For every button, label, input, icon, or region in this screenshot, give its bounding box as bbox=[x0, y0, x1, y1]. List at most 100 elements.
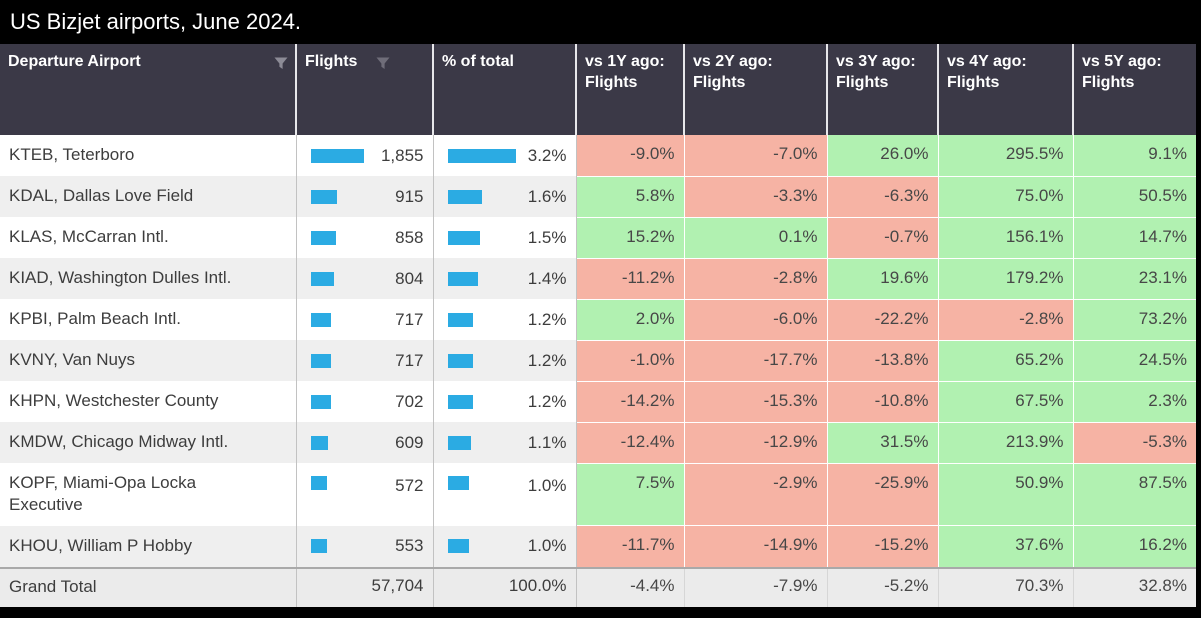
vs-1y-cell[interactable]: 2.0% bbox=[575, 299, 684, 341]
vs-value: -7.0% bbox=[773, 144, 818, 163]
column-header[interactable]: Departure Airport bbox=[0, 44, 297, 135]
flights-cell[interactable]: 915 bbox=[296, 176, 434, 217]
pct-of-total-cell[interactable]: 1.5% bbox=[433, 217, 577, 258]
column-header[interactable]: % of total bbox=[433, 44, 577, 135]
pct-of-total-cell[interactable]: 1.0% bbox=[433, 463, 577, 526]
vs-2y-cell[interactable]: 0.1% bbox=[683, 217, 827, 259]
vs-3y-cell[interactable]: -15.2% bbox=[826, 525, 938, 569]
airport-name-cell[interactable]: KHOU, William P Hobby bbox=[0, 525, 297, 568]
column-header[interactable]: vs 4Y ago: Flights bbox=[938, 44, 1074, 135]
column-header[interactable]: vs 2Y ago: Flights bbox=[684, 44, 828, 135]
column-header[interactable]: vs 5Y ago: Flights bbox=[1073, 44, 1196, 135]
vs-3y-cell[interactable]: 26.0% bbox=[826, 135, 938, 177]
vs-1y-cell[interactable]: -14.2% bbox=[575, 381, 684, 423]
vs-3y-cell[interactable]: 19.6% bbox=[826, 258, 938, 300]
pct-of-total-cell[interactable]: 1.2% bbox=[433, 299, 577, 340]
flights-cell[interactable]: 609 bbox=[296, 422, 434, 463]
table-row: KHOU, William P Hobby 553 1.0% -11.7% -14.9%… bbox=[0, 525, 1196, 569]
vs-4y-cell[interactable]: 65.2% bbox=[937, 340, 1073, 382]
airport-name-cell[interactable]: KPBI, Palm Beach Intl. bbox=[0, 299, 297, 340]
funnel-filter-icon[interactable] bbox=[274, 55, 288, 76]
vs-5y-cell[interactable]: 50.5% bbox=[1072, 176, 1196, 218]
vs-5y-cell[interactable]: 24.5% bbox=[1072, 340, 1196, 382]
vs-4y-cell[interactable]: 75.0% bbox=[937, 176, 1073, 218]
vs-4y-cell[interactable]: 50.9% bbox=[937, 463, 1073, 527]
flights-cell[interactable]: 553 bbox=[296, 525, 434, 568]
airport-name-cell[interactable]: KMDW, Chicago Midway Intl. bbox=[0, 422, 297, 463]
vs-5y-cell[interactable]: 14.7% bbox=[1072, 217, 1196, 259]
airport-name: KDAL, Dallas Love Field bbox=[9, 186, 194, 205]
flights-value: 858 bbox=[395, 227, 424, 247]
vs-2y-cell[interactable]: -2.8% bbox=[683, 258, 827, 300]
vs-4y-cell[interactable]: -2.8% bbox=[937, 299, 1073, 341]
vs-1y-cell[interactable]: -9.0% bbox=[575, 135, 684, 177]
vs-2y-cell[interactable]: -17.7% bbox=[683, 340, 827, 382]
vs-3y-cell[interactable]: -0.7% bbox=[826, 217, 938, 259]
flights-cell[interactable]: 702 bbox=[296, 381, 434, 422]
pct-of-total-cell[interactable]: 1.1% bbox=[433, 422, 577, 463]
vs-2y-cell[interactable]: -15.3% bbox=[683, 381, 827, 423]
vs-2y-cell[interactable]: -12.9% bbox=[683, 422, 827, 464]
vs-5y-cell[interactable]: 9.1% bbox=[1072, 135, 1196, 177]
pct-of-total-cell[interactable]: 1.2% bbox=[433, 381, 577, 422]
vs-1y-cell[interactable]: 5.8% bbox=[575, 176, 684, 218]
vs-2y-cell[interactable]: -6.0% bbox=[683, 299, 827, 341]
vs-2y-cell[interactable]: -7.0% bbox=[683, 135, 827, 177]
vs-5y-cell[interactable]: 16.2% bbox=[1072, 525, 1196, 569]
vs-3y-cell[interactable]: -13.8% bbox=[826, 340, 938, 382]
vs-1y-cell[interactable]: -11.7% bbox=[575, 525, 684, 569]
vs-3y-cell[interactable]: -10.8% bbox=[826, 381, 938, 423]
column-header[interactable]: vs 3Y ago: Flights bbox=[827, 44, 939, 135]
vs-5y-cell[interactable]: 73.2% bbox=[1072, 299, 1196, 341]
vs-5y-cell[interactable]: 87.5% bbox=[1072, 463, 1196, 527]
vs-3y-cell[interactable]: -25.9% bbox=[826, 463, 938, 527]
vs-value: 37.6% bbox=[1015, 535, 1064, 555]
vs-4y-cell[interactable]: 213.9% bbox=[937, 422, 1073, 464]
flights-cell[interactable]: 717 bbox=[296, 340, 434, 381]
airport-name-cell[interactable]: KHPN, Westchester County bbox=[0, 381, 297, 422]
flights-cell[interactable]: 858 bbox=[296, 217, 434, 258]
vs-4y-cell[interactable]: 67.5% bbox=[937, 381, 1073, 423]
pct-of-total-cell[interactable]: 1.2% bbox=[433, 340, 577, 381]
vs-3y-cell[interactable]: -22.2% bbox=[826, 299, 938, 341]
airport-name-cell[interactable]: KIAD, Washington Dulles Intl. bbox=[0, 258, 297, 299]
airport-name-cell[interactable]: KOPF, Miami-Opa Locka Executive bbox=[0, 463, 297, 526]
pct-of-total-cell[interactable]: 3.2% bbox=[433, 135, 577, 176]
airport-name-cell[interactable]: KDAL, Dallas Love Field bbox=[0, 176, 297, 217]
flights-cell[interactable]: 572 bbox=[296, 463, 434, 526]
vs-4y-cell[interactable]: 37.6% bbox=[937, 525, 1073, 569]
vs-4y-cell[interactable]: 156.1% bbox=[937, 217, 1073, 259]
vs-2y-cell[interactable]: -14.9% bbox=[683, 525, 827, 569]
airport-name-cell[interactable]: KVNY, Van Nuys bbox=[0, 340, 297, 381]
pct-of-total-cell[interactable]: 1.6% bbox=[433, 176, 577, 217]
airport-name: KHOU, William P Hobby bbox=[9, 535, 192, 555]
vs-5y-cell[interactable]: 2.3% bbox=[1072, 381, 1196, 423]
vs-5y-cell[interactable]: 23.1% bbox=[1072, 258, 1196, 300]
vs-3y-cell[interactable]: -6.3% bbox=[826, 176, 938, 218]
pct-of-total-cell[interactable]: 1.4% bbox=[433, 258, 577, 299]
vs-1y-cell[interactable]: -12.4% bbox=[575, 422, 684, 464]
pct-of-total-cell[interactable]: 1.0% bbox=[433, 525, 577, 568]
flights-cell[interactable]: 717 bbox=[296, 299, 434, 340]
vs-1y-cell[interactable]: 15.2% bbox=[575, 217, 684, 259]
flights-data-bar bbox=[310, 394, 331, 409]
vs-1y-cell[interactable]: 7.5% bbox=[575, 463, 684, 527]
vs-3y-cell[interactable]: 31.5% bbox=[826, 422, 938, 464]
vs-4y-cell[interactable]: 295.5% bbox=[937, 135, 1073, 177]
flights-data-bar bbox=[310, 148, 364, 163]
funnel-filter-icon[interactable] bbox=[376, 55, 390, 76]
column-header[interactable]: vs 1Y ago: Flights bbox=[576, 44, 685, 135]
column-header-label: vs 4Y ago: Flights bbox=[947, 53, 1027, 92]
vs-1y-cell[interactable]: -1.0% bbox=[575, 340, 684, 382]
vs-1y-cell[interactable]: -11.2% bbox=[575, 258, 684, 300]
airport-name-cell[interactable]: KLAS, McCarran Intl. bbox=[0, 217, 297, 258]
vs-4y-cell[interactable]: 179.2% bbox=[937, 258, 1073, 300]
airport-name-cell[interactable]: KTEB, Teterboro bbox=[0, 135, 297, 176]
flights-data-bar bbox=[310, 539, 327, 554]
column-header[interactable]: Flights bbox=[296, 44, 434, 135]
vs-2y-cell[interactable]: -3.3% bbox=[683, 176, 827, 218]
vs-5y-cell[interactable]: -5.3% bbox=[1072, 422, 1196, 464]
vs-2y-cell[interactable]: -2.9% bbox=[683, 463, 827, 527]
flights-cell[interactable]: 1,855 bbox=[296, 135, 434, 176]
flights-cell[interactable]: 804 bbox=[296, 258, 434, 299]
